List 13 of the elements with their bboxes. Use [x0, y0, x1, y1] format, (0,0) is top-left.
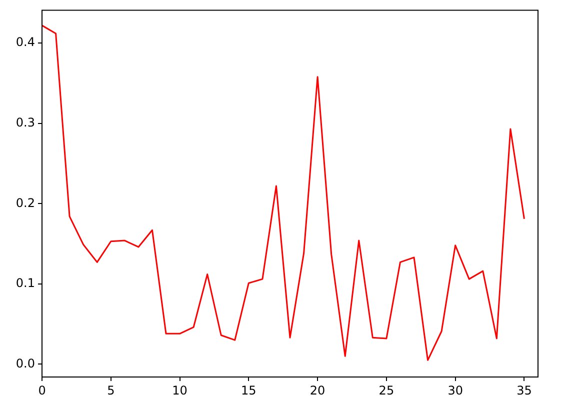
y-tick-label: 0.4 [16, 35, 35, 50]
y-tick-label: 0.3 [16, 115, 35, 130]
y-tick-label: 0.2 [16, 196, 35, 210]
x-tick-label: 15 [241, 383, 256, 398]
x-tick-label: 35 [516, 383, 532, 398]
y-tick-label: 0.1 [16, 276, 35, 290]
x-tick-label: 25 [378, 383, 394, 398]
x-tick-label: 20 [310, 383, 326, 398]
x-tick-label: 30 [448, 383, 463, 398]
x-tick-label: 5 [107, 383, 115, 398]
y-tick-label: 0.0 [16, 356, 35, 370]
x-tick-label: 10 [172, 383, 188, 398]
x-tick-label: 0 [38, 383, 46, 398]
